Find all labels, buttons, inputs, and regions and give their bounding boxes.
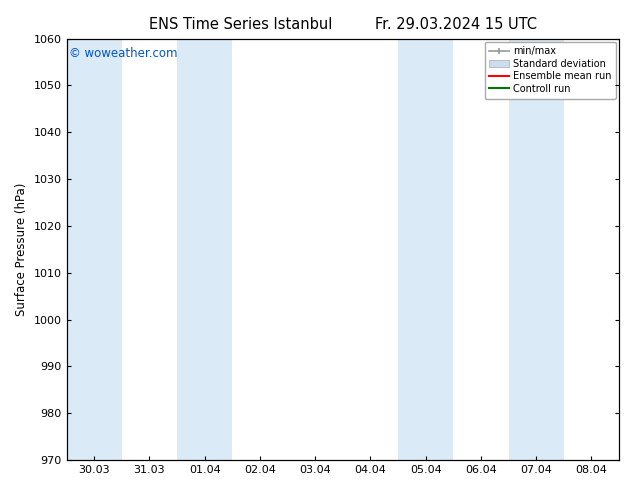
Text: ENS Time Series Istanbul: ENS Time Series Istanbul (149, 17, 333, 32)
Bar (508, 39, 564, 460)
Bar (177, 39, 232, 460)
Y-axis label: Surface Pressure (hPa): Surface Pressure (hPa) (15, 183, 28, 316)
Bar (398, 39, 453, 460)
Legend: min/max, Standard deviation, Ensemble mean run, Controll run: min/max, Standard deviation, Ensemble me… (484, 42, 616, 98)
Bar (67, 39, 122, 460)
Text: © woweather.com: © woweather.com (69, 47, 178, 60)
Text: Fr. 29.03.2024 15 UTC: Fr. 29.03.2024 15 UTC (375, 17, 538, 32)
